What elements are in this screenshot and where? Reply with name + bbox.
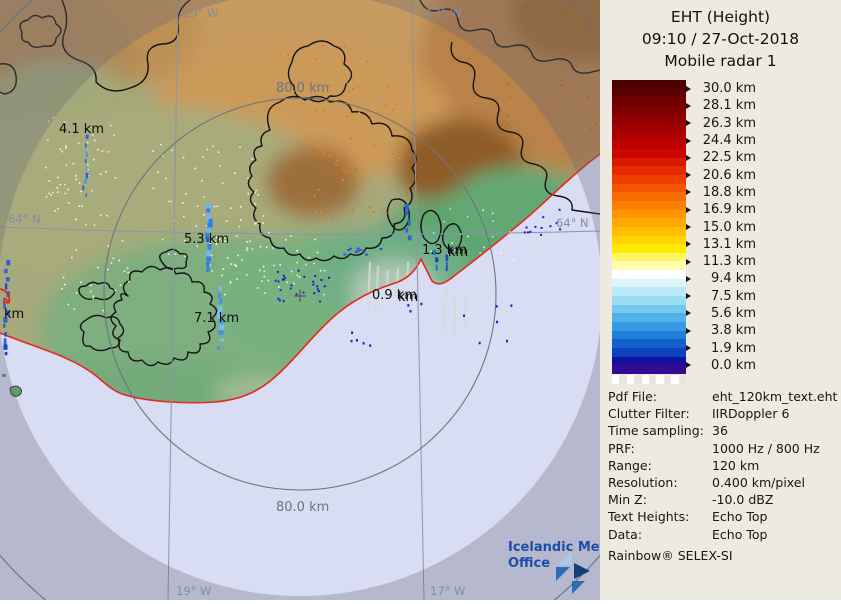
grid-label-17w-bottom: 17° W xyxy=(430,584,465,598)
echo-height-label-1: 4.1 km xyxy=(59,122,104,137)
coastline xyxy=(0,153,601,404)
logo-pinwheel-icon xyxy=(556,551,590,594)
glacier-central xyxy=(247,95,417,262)
scale-tick-28.1km: 28.1 km xyxy=(686,98,756,113)
metadata-row: Range: 120 km xyxy=(608,457,760,473)
echo-height-label-5-ghost: km xyxy=(398,290,418,305)
ring-label-top: 80.0 km xyxy=(276,81,329,96)
ring-label-bottom: 80.0 km xyxy=(276,500,329,515)
scale-tick-9.4km: 9.4 km xyxy=(686,271,756,286)
metadata-row: Time sampling: 36 xyxy=(608,423,728,439)
title-block: EHT (Height) 09:10 / 27-Oct-2018 Mobile … xyxy=(600,6,841,72)
scale-tick-30.0km: 30.0 km xyxy=(686,81,756,96)
echo-height-label-4: 1.3 km xyxy=(422,243,467,258)
color-scale-bar xyxy=(612,80,686,374)
radar-echoes xyxy=(3,128,562,356)
scale-tick-22.5km: 22.5 km xyxy=(686,150,756,165)
metadata-row: Resolution: 0.400 km/pixel xyxy=(608,475,805,491)
logo-text-line2: Office xyxy=(508,556,550,571)
color-scale-nodata-checker xyxy=(612,375,687,384)
scale-tick-7.5km: 7.5 km xyxy=(686,289,756,304)
scale-tick-5.6km: 5.6 km xyxy=(686,306,756,321)
scale-tick-1.9km: 1.9 km xyxy=(686,341,756,356)
echo-pointer-arrow xyxy=(0,288,11,304)
scale-tick-18.8km: 18.8 km xyxy=(686,185,756,200)
radar-map-canvas: 19° W 17° W 64° N 64° N 19° W 17° W 80.0… xyxy=(0,0,699,604)
metadata-row: Pdf File: eht_120km_text.eht xyxy=(608,389,838,405)
scale-tick-26.3km: 26.3 km xyxy=(686,116,756,131)
info-panel: EHT (Height) 09:10 / 27-Oct-2018 Mobile … xyxy=(600,0,841,600)
island-heimaey xyxy=(9,385,22,397)
radar-map-view[interactable]: 19° W 17° W 64° N 64° N 19° W 17° W 80.0… xyxy=(0,0,699,604)
grid-label-19w-bottom: 19° W xyxy=(176,584,211,598)
scale-tick-16.9km: 16.9 km xyxy=(686,202,756,217)
glacier-myrdalsjokull xyxy=(110,265,218,367)
metadata-row: Min Z: -10.0 dBZ xyxy=(608,492,774,508)
scale-tick-13.1km: 13.1 km xyxy=(686,237,756,252)
radar-name: Mobile radar 1 xyxy=(664,52,777,70)
grid-label-19w-top: 19° W xyxy=(183,6,218,20)
terrain-speckles xyxy=(45,4,600,312)
echo-height-label-4-ghost: km xyxy=(448,245,468,260)
metadata-row: Text Heights: Echo Top xyxy=(608,509,768,525)
scale-tick-0.0km: 0.0 km xyxy=(686,358,756,373)
map-labels: 19° W 17° W 64° N 64° N 19° W 17° W 80.0… xyxy=(0,6,589,598)
metadata-row: Data: Echo Top xyxy=(608,526,768,542)
metadata-row: PRF: 1000 Hz / 800 Hz xyxy=(608,440,820,456)
timestamp: 09:10 / 27-Oct-2018 xyxy=(641,30,800,48)
metadata-row: Clutter Filter: IIRDoppler 6 xyxy=(608,406,790,422)
logo-text-line1: Icelandic Met xyxy=(508,540,600,555)
scale-tick-11.3km: 11.3 km xyxy=(686,254,756,269)
echo-height-label-2: 5.3 km xyxy=(184,232,229,247)
icelandic-met-office-logo: Icelandic Met Office xyxy=(508,540,606,594)
scale-tick-15.0km: 15.0 km xyxy=(686,220,756,235)
grid-label-17w-top: 17° W xyxy=(426,6,461,20)
echo-height-label-6-truncated: km xyxy=(4,307,24,322)
scan-range-mask xyxy=(0,0,603,600)
scale-tick-20.6km: 20.6 km xyxy=(686,168,756,183)
scale-tick-3.8km: 3.8 km xyxy=(686,323,756,338)
grid-label-64n-right: 64° N xyxy=(556,216,589,230)
graticule xyxy=(0,0,601,601)
echo-height-label-5: 0.9 km xyxy=(372,288,417,303)
color-scale-labels: 30.0 km 28.1 km 26.3 km 24.4 km 22.5 km 20.6 … xyxy=(686,80,836,374)
product-title: EHT (Height) xyxy=(670,8,771,26)
glacier-vatnajokull-edge xyxy=(450,41,601,215)
echo-height-label-3: 7.1 km xyxy=(194,311,239,326)
metadata-list: Pdf File: eht_120km_text.eht Clutter Filte… xyxy=(608,388,838,543)
software-footer: Rainbow® SELEX-SI xyxy=(608,548,733,563)
grid-label-64n-left: 64° N xyxy=(8,212,41,226)
scale-tick-24.4km: 24.4 km xyxy=(686,133,756,148)
